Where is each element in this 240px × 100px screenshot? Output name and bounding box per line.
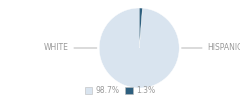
Text: WHITE: WHITE — [43, 44, 97, 52]
Text: HISPANIC: HISPANIC — [182, 44, 240, 52]
Wedge shape — [139, 8, 143, 48]
Wedge shape — [99, 8, 179, 88]
Legend: 98.7%, 1.3%: 98.7%, 1.3% — [82, 83, 158, 98]
